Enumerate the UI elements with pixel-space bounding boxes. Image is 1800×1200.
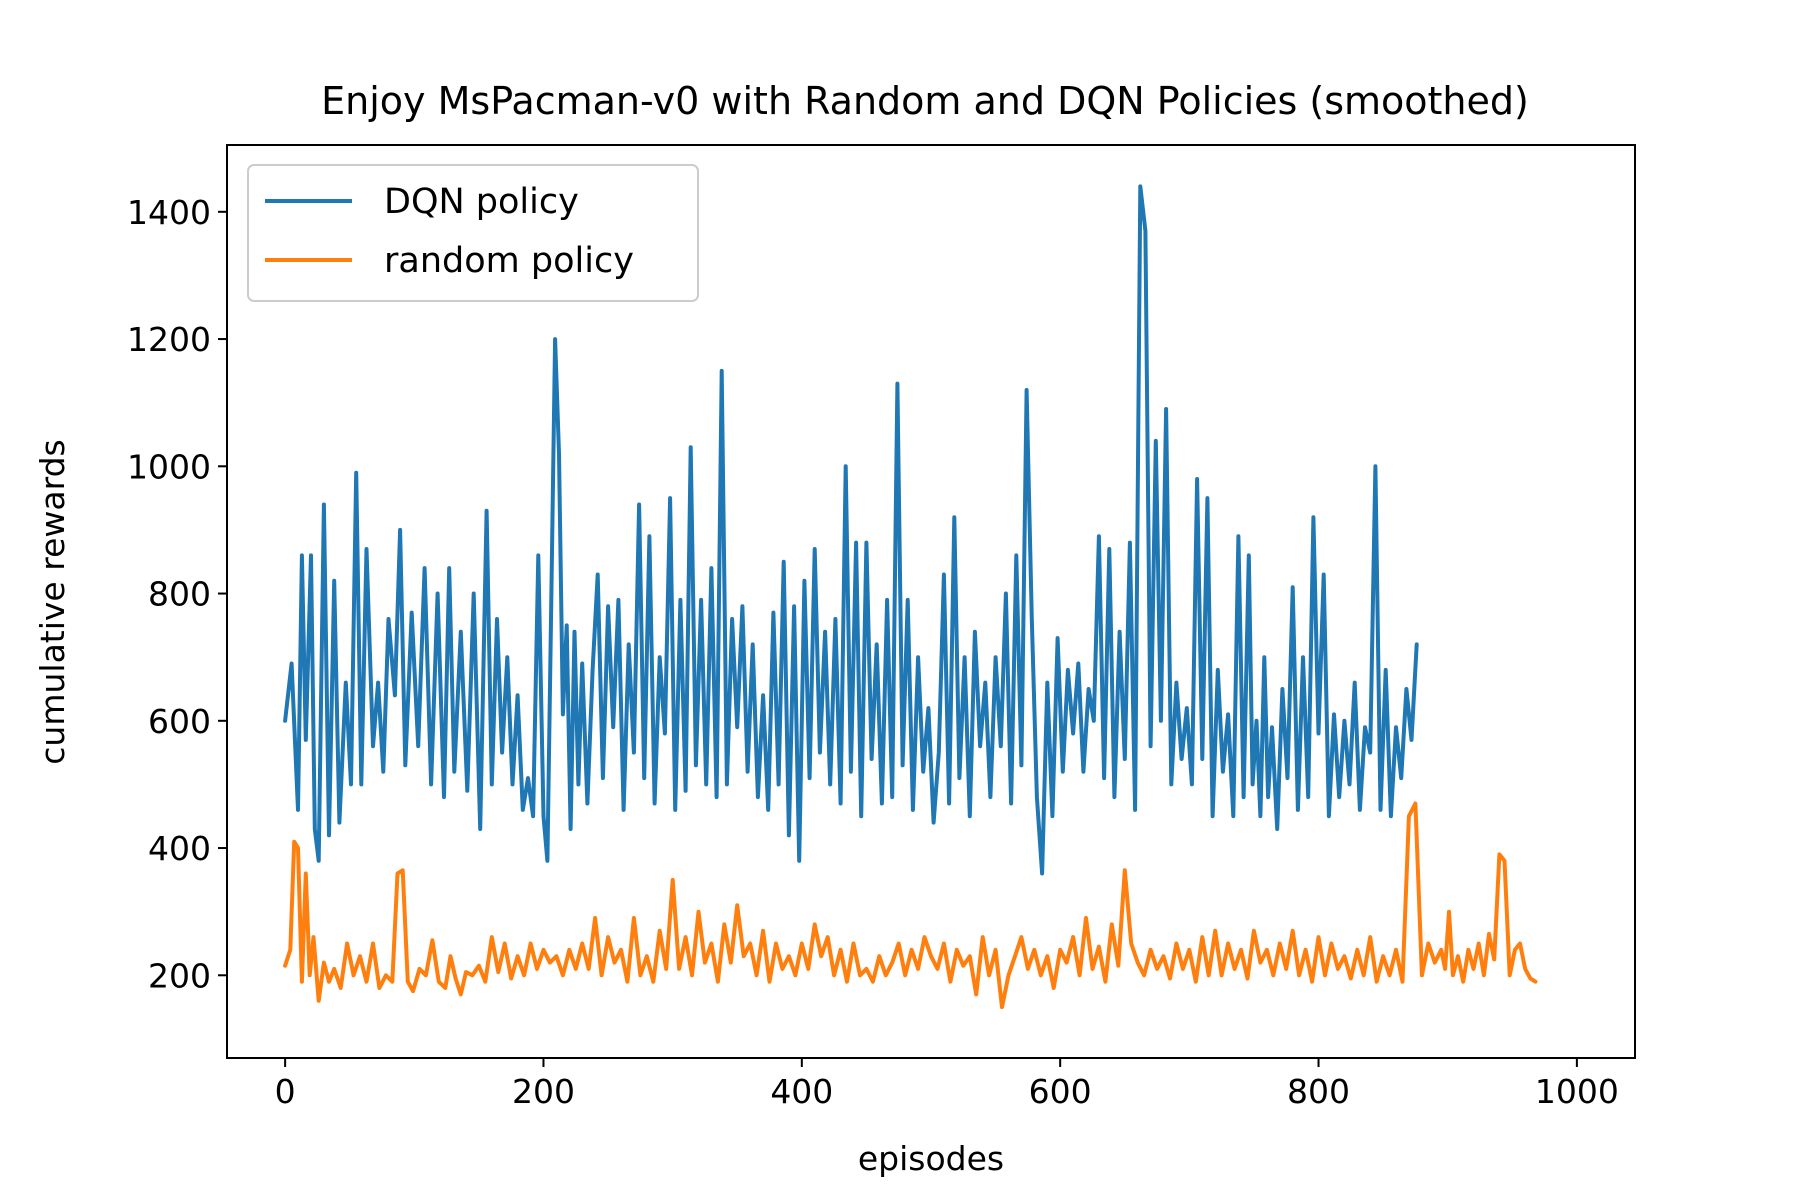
x-tick-label: 1000 — [1535, 1072, 1619, 1111]
legend: DQN policy random policy — [247, 164, 699, 302]
x-tick-label: 200 — [512, 1072, 575, 1111]
x-tick-label: 600 — [1029, 1072, 1092, 1111]
y-tick-label: 800 — [148, 575, 211, 614]
x-tick-label: 0 — [275, 1072, 296, 1111]
y-tick-label: 600 — [148, 702, 211, 741]
y-tick-label: 1000 — [127, 447, 211, 486]
y-tick-label: 200 — [148, 956, 211, 995]
plot-lines — [283, 184, 1538, 1010]
y-axis-ticks: 200 400 600 800 1000 1200 1400 — [127, 193, 227, 995]
x-tick-label: 400 — [770, 1072, 833, 1111]
y-tick-label: 400 — [148, 829, 211, 868]
legend-label-random: random policy — [384, 241, 634, 281]
x-axis-ticks: 0 200 400 600 800 1000 — [275, 1058, 1619, 1111]
series-line-0 — [283, 184, 1419, 876]
chart-title: Enjoy MsPacman-v0 with Random and DQN Po… — [321, 79, 1529, 123]
x-tick-label: 800 — [1287, 1072, 1350, 1111]
y-tick-label: 1200 — [127, 320, 211, 359]
series-line-1 — [283, 801, 1538, 1010]
legend-label-dqn: DQN policy — [384, 182, 579, 222]
legend-box — [247, 164, 699, 302]
y-axis-label: cumulative rewards — [33, 439, 72, 764]
plot-frame — [226, 144, 1636, 1059]
x-axis-label: episodes — [858, 1139, 1004, 1178]
y-tick-label: 1400 — [127, 193, 211, 232]
